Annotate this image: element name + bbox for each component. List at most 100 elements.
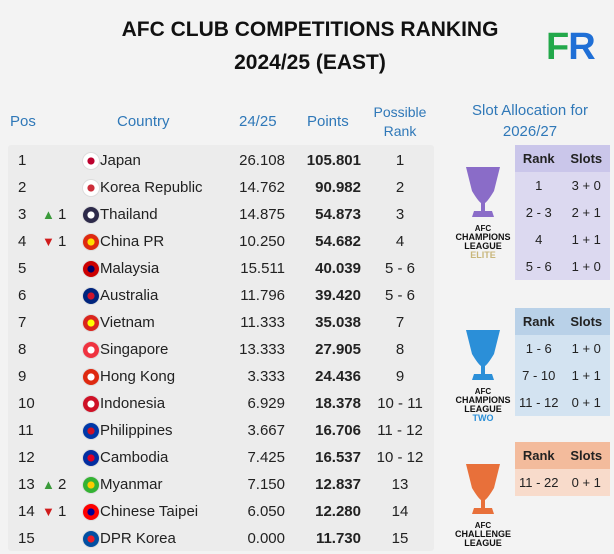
season-score: 14.762 xyxy=(239,179,285,196)
position-change: 2 xyxy=(58,476,67,493)
season-score: 13.333 xyxy=(239,341,285,358)
total-points: 16.537 xyxy=(315,449,361,466)
position: 13 xyxy=(18,476,35,493)
total-points: 18.378 xyxy=(315,395,361,412)
country-name: Japan xyxy=(100,152,141,169)
total-points: 105.801 xyxy=(306,152,361,169)
total-points: 27.905 xyxy=(315,341,361,358)
trophy-icon xyxy=(466,464,500,514)
season-score: 0.000 xyxy=(247,530,285,547)
season-score: 11.796 xyxy=(240,287,285,304)
country-name: Chinese Taipei xyxy=(100,503,199,520)
header-points: Points xyxy=(307,113,349,130)
total-points: 54.873 xyxy=(315,206,361,223)
flag-icon xyxy=(82,503,100,521)
position: 5 xyxy=(18,260,27,277)
season-score: 10.250 xyxy=(239,233,285,250)
trophy-logo: AFC CHALLENGE LEAGUE xyxy=(452,460,514,548)
slot-table: Rank Slots 11 - 22 0 + 1 xyxy=(515,442,610,496)
position: 11 xyxy=(18,422,34,439)
total-points: 35.038 xyxy=(315,314,361,331)
country-name: Malaysia xyxy=(100,260,160,277)
position: 1 xyxy=(18,152,27,169)
table-row: 11 Philippines 3.667 16.706 11 - 12 xyxy=(8,418,438,445)
country-name: Philippines xyxy=(100,422,173,439)
table-row: 1 Japan 26.108 105.801 1 xyxy=(8,148,438,175)
country-name: Singapore xyxy=(100,341,169,358)
trophy-icon xyxy=(466,330,500,380)
country-name: Thailand xyxy=(100,206,158,223)
header-possible-rank: Possible Rank xyxy=(373,104,427,139)
table-row: 9 Hong Kong 3.333 24.436 9 xyxy=(8,364,438,391)
total-points: 12.280 xyxy=(315,503,361,520)
total-points: 90.982 xyxy=(315,179,361,196)
season-score: 7.150 xyxy=(247,476,285,493)
table-row: 6 Australia 11.796 39.420 5 - 6 xyxy=(8,283,438,310)
total-points: 40.039 xyxy=(315,260,361,277)
possible-rank: 7 xyxy=(395,314,405,331)
country-name: Hong Kong xyxy=(100,368,176,385)
flag-icon xyxy=(82,233,100,251)
ranking-table xyxy=(8,145,434,551)
possible-rank: 10 - 11 xyxy=(377,395,423,412)
arrow-up-icon: ▲ xyxy=(42,477,55,492)
table-row: 5 Malaysia 15.511 40.039 5 - 6 xyxy=(8,256,438,283)
possible-rank: 3 xyxy=(395,206,405,223)
flag-icon xyxy=(82,287,100,305)
country-name: Indonesia xyxy=(100,395,166,412)
possible-rank: 9 xyxy=(395,368,405,385)
possible-rank: 13 xyxy=(391,476,409,493)
table-row: 15 DPR Korea 0.000 11.730 15 xyxy=(8,526,438,553)
table-row: 2 Korea Republic 14.762 90.982 2 xyxy=(8,175,438,202)
possible-rank: 2 xyxy=(395,179,405,196)
possible-rank: 10 - 12 xyxy=(376,449,424,466)
table-row: 12 Cambodia 7.425 16.537 10 - 12 xyxy=(8,445,438,472)
possible-rank: 5 - 6 xyxy=(384,287,415,304)
possible-rank: 5 - 6 xyxy=(384,260,415,277)
slot-row: 7 - 10 1 + 1 xyxy=(522,368,601,383)
season-score: 15.511 xyxy=(240,260,285,277)
flag-icon xyxy=(82,260,100,278)
total-points: 12.837 xyxy=(315,476,361,493)
table-row: 4 ▼ 1 China PR 10.250 54.682 4 xyxy=(8,229,438,256)
total-points: 54.682 xyxy=(315,233,361,250)
flag-icon xyxy=(82,206,100,224)
season-score: 6.050 xyxy=(247,503,285,520)
header-country: Country xyxy=(117,113,170,130)
position-change: 1 xyxy=(58,233,67,250)
trophy-logo: AFC CHAMPIONS LEAGUE ELITE xyxy=(452,163,514,260)
position: 14 xyxy=(18,503,35,520)
country-name: Cambodia xyxy=(100,449,169,466)
flag-icon xyxy=(82,368,100,386)
position: 12 xyxy=(18,449,35,466)
country-name: China PR xyxy=(100,233,165,250)
position: 8 xyxy=(18,341,27,358)
total-points: 16.706 xyxy=(315,422,361,439)
flag-icon xyxy=(82,476,100,494)
season-score: 11.333 xyxy=(240,314,285,331)
position: 6 xyxy=(18,287,27,304)
header-score: 24/25 xyxy=(239,113,277,130)
flag-icon xyxy=(82,152,100,170)
total-points: 11.730 xyxy=(315,530,361,547)
flag-icon xyxy=(82,530,100,548)
flag-icon xyxy=(82,314,100,332)
table-row: 13 ▲ 2 Myanmar 7.150 12.837 13 xyxy=(8,472,438,499)
position: 7 xyxy=(18,314,27,331)
possible-rank: 4 xyxy=(395,233,405,250)
slot-row: 11 - 22 0 + 1 xyxy=(518,475,601,490)
fr-logo: FR xyxy=(546,26,596,68)
possible-rank: 15 xyxy=(391,530,409,547)
header-pos: Pos xyxy=(10,113,36,130)
title-line-1: AFC CLUB COMPETITIONS RANKING xyxy=(121,18,499,41)
country-name: Vietnam xyxy=(100,314,155,331)
position: 15 xyxy=(18,530,35,547)
possible-rank: 8 xyxy=(395,341,405,358)
arrow-down-icon: ▼ xyxy=(42,234,55,249)
